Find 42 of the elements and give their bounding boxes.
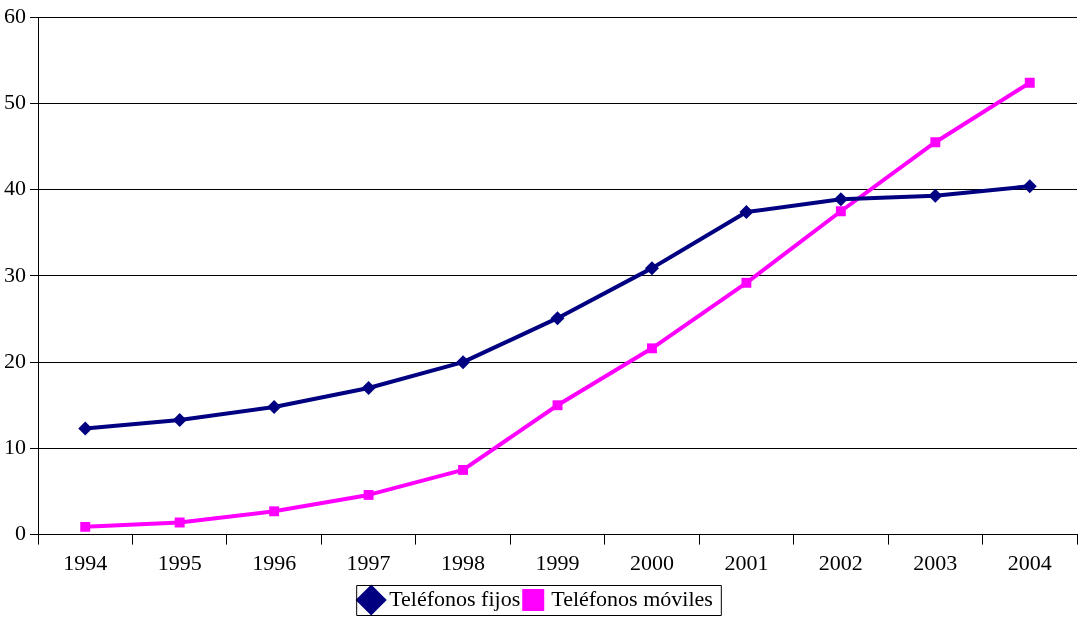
x-tick-label: 1998 bbox=[441, 549, 486, 575]
y-tick-label: 40 bbox=[4, 175, 26, 201]
point bbox=[550, 311, 565, 326]
x-tick-label: 2002 bbox=[818, 549, 863, 575]
point bbox=[456, 355, 471, 370]
point bbox=[361, 381, 376, 395]
y-tick-label: 50 bbox=[4, 89, 26, 115]
y-tick-label: 10 bbox=[4, 434, 26, 460]
x-tick-label: 2004 bbox=[1007, 549, 1052, 575]
x-tick-label: 2001 bbox=[724, 549, 769, 575]
point bbox=[269, 506, 280, 517]
y-tick-label: 20 bbox=[4, 347, 26, 373]
x-tick-label: 1996 bbox=[252, 549, 297, 575]
x-tick-label: 2000 bbox=[629, 549, 674, 575]
point bbox=[835, 206, 846, 217]
x-tick-label: 1997 bbox=[346, 549, 391, 575]
x-tick-label: 1995 bbox=[157, 549, 202, 575]
x-tick-label: 2003 bbox=[913, 549, 958, 575]
point bbox=[1024, 77, 1035, 88]
y-tick-label: 0 bbox=[15, 520, 26, 546]
legend-label: Teléfonos móviles bbox=[551, 585, 713, 611]
x-tick-label: 1994 bbox=[63, 549, 108, 575]
point bbox=[833, 192, 848, 207]
y-tick-label: 30 bbox=[4, 261, 26, 287]
point bbox=[930, 137, 941, 148]
y-tick-label: 60 bbox=[4, 2, 26, 28]
point bbox=[644, 261, 659, 276]
point bbox=[552, 400, 563, 411]
point bbox=[363, 489, 374, 500]
point bbox=[80, 521, 91, 532]
x-tick-label: 1999 bbox=[535, 549, 580, 575]
point bbox=[928, 188, 943, 203]
point bbox=[78, 421, 93, 436]
legend-label: Teléfonos fijos bbox=[389, 585, 521, 611]
point bbox=[172, 412, 187, 427]
point bbox=[739, 205, 754, 220]
point bbox=[1022, 179, 1037, 194]
point bbox=[647, 343, 657, 354]
point bbox=[458, 464, 468, 475]
point bbox=[267, 399, 282, 414]
point bbox=[174, 517, 185, 528]
point bbox=[741, 277, 752, 288]
